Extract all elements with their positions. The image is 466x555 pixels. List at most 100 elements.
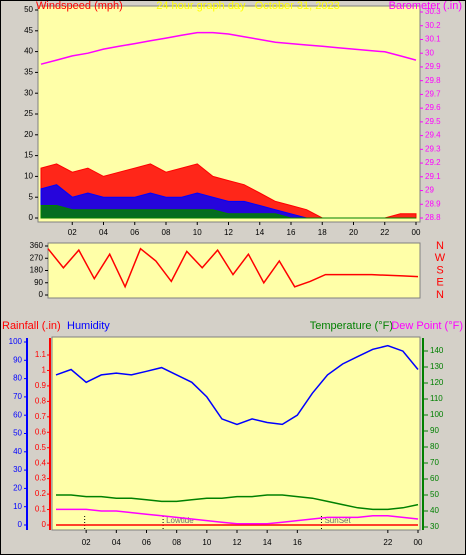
y3-tick-label: 0.1 xyxy=(35,505,47,514)
y-tick-label: 90 xyxy=(34,278,43,287)
y2-tick-label: 29.4 xyxy=(425,131,441,140)
y-tick-label: 50 xyxy=(13,429,22,438)
plot-area xyxy=(47,242,421,299)
y2-tick-label: 80 xyxy=(430,442,439,451)
x-tick-label: 04 xyxy=(112,538,121,547)
event-label: Lowtide xyxy=(166,516,194,525)
y2-tick-label: 29.5 xyxy=(425,117,441,126)
y2-tick-label: S xyxy=(436,264,443,276)
y2-tick-label: 29 xyxy=(425,186,434,195)
y2-tick-label: 29.7 xyxy=(425,90,441,99)
y-tick-label: 45 xyxy=(24,26,33,35)
x-tick-label: 06 xyxy=(130,228,139,237)
x-tick-label: 18 xyxy=(318,228,327,237)
y2-tick-label: 30.3 xyxy=(425,7,441,16)
y-tick-label: 90 xyxy=(13,355,22,364)
y-tick-label: 70 xyxy=(13,392,22,401)
y-tick-label: 15 xyxy=(24,151,33,160)
x-tick-label: 10 xyxy=(202,538,211,547)
chart-title: 24 hour graph day October 31, 2023 xyxy=(156,0,339,12)
y2-tick-label: E xyxy=(436,277,443,289)
y-tick-label: 25 xyxy=(24,109,33,118)
y-tick-label: 60 xyxy=(13,410,22,419)
y-tick-label: 270 xyxy=(30,253,44,262)
y2-tick-label: 30 xyxy=(430,522,439,531)
y-tick-label: 20 xyxy=(24,130,33,139)
y3-tick-label: 0.5 xyxy=(35,443,47,452)
x-tick-label: 12 xyxy=(233,538,242,547)
y3-tick-label: 0.7 xyxy=(35,412,47,421)
area xyxy=(40,205,416,219)
line xyxy=(47,247,419,289)
y-tick-label: 180 xyxy=(30,266,44,275)
y2-tick-label: 30.2 xyxy=(425,21,441,30)
y2-tick-label: 30 xyxy=(425,48,434,57)
y2-tick-label: 140 xyxy=(430,346,444,355)
y2-tick-label: 29.1 xyxy=(425,172,441,181)
x-tick-label: 16 xyxy=(293,538,302,547)
y2-tick-label: W xyxy=(435,252,446,264)
y2-tick-label: 29.3 xyxy=(425,144,441,153)
y2-tick-label: 29.6 xyxy=(425,103,441,112)
legend-label: Humidity xyxy=(67,320,110,332)
y-tick-label: 50 xyxy=(24,5,33,14)
y2-tick-label: 30.1 xyxy=(425,35,441,44)
y2-tick-label: 90 xyxy=(430,426,439,435)
y3-tick-label: 1.1 xyxy=(35,350,47,359)
x-tick-label: 08 xyxy=(162,228,171,237)
line xyxy=(55,344,419,426)
x-tick-label: 10 xyxy=(193,228,202,237)
y2-tick-label: 28.8 xyxy=(425,213,441,222)
y2-axis-label: Barometer (.in) xyxy=(389,0,462,12)
line xyxy=(40,31,417,65)
y3-tick-label: 0.2 xyxy=(35,489,47,498)
y-tick-label: 35 xyxy=(24,68,33,77)
plot-area xyxy=(51,336,421,531)
x-tick-label: 22 xyxy=(383,538,392,547)
y2-tick-label: 28.9 xyxy=(425,199,441,208)
legend-label: Rainfall (.in) xyxy=(2,320,61,332)
y-tick-label: 80 xyxy=(13,374,22,383)
y-tick-label: 0 xyxy=(29,213,34,222)
y2-tick-label: 40 xyxy=(430,506,439,515)
y2-tick-label: 120 xyxy=(430,378,444,387)
y2-tick-label: 50 xyxy=(430,490,439,499)
y-tick-label: 30 xyxy=(13,465,22,474)
y2-tick-label: 100 xyxy=(430,410,444,419)
y2-tick-label: 29.9 xyxy=(425,62,441,71)
y-tick-label: 0 xyxy=(18,520,23,529)
x-tick-label: 08 xyxy=(172,538,181,547)
y2-tick-label: 70 xyxy=(430,458,439,467)
y-tick-label: 100 xyxy=(9,337,23,346)
y3-tick-label: 0.8 xyxy=(35,396,47,405)
x-tick-label: 20 xyxy=(349,228,358,237)
y-tick-label: 10 xyxy=(13,502,22,511)
legend-label: Dew Point (°F) xyxy=(391,320,463,332)
line xyxy=(56,494,419,511)
y2-tick-label: 60 xyxy=(430,474,439,483)
y-tick-label: 20 xyxy=(13,484,22,493)
y3-tick-label: 0.3 xyxy=(35,474,47,483)
y2-tick-label: 29.8 xyxy=(425,76,441,85)
y3-tick-label: 0.4 xyxy=(35,458,47,467)
x-tick-label: 00 xyxy=(414,538,423,547)
x-tick-label: 04 xyxy=(99,228,108,237)
x-tick-label: 16 xyxy=(287,228,296,237)
y-tick-label: 10 xyxy=(24,172,33,181)
y-tick-label: 40 xyxy=(13,447,22,456)
x-tick-label: 00 xyxy=(412,228,421,237)
x-tick-label: 14 xyxy=(255,228,264,237)
y3-tick-label: 0.6 xyxy=(35,427,47,436)
y2-tick-label: 29.2 xyxy=(425,158,441,167)
x-tick-label: 06 xyxy=(142,538,151,547)
event-label: SunSet xyxy=(324,516,351,525)
y3-tick-label: 0 xyxy=(42,520,47,529)
x-tick-label: 22 xyxy=(380,228,389,237)
x-tick-label: 12 xyxy=(224,228,233,237)
y2-tick-label: N xyxy=(436,289,444,301)
y-tick-label: 0 xyxy=(39,290,44,299)
y-tick-label: 40 xyxy=(24,47,33,56)
legend-label: Temperature (°F) xyxy=(310,320,393,332)
y-tick-label: 30 xyxy=(24,88,33,97)
